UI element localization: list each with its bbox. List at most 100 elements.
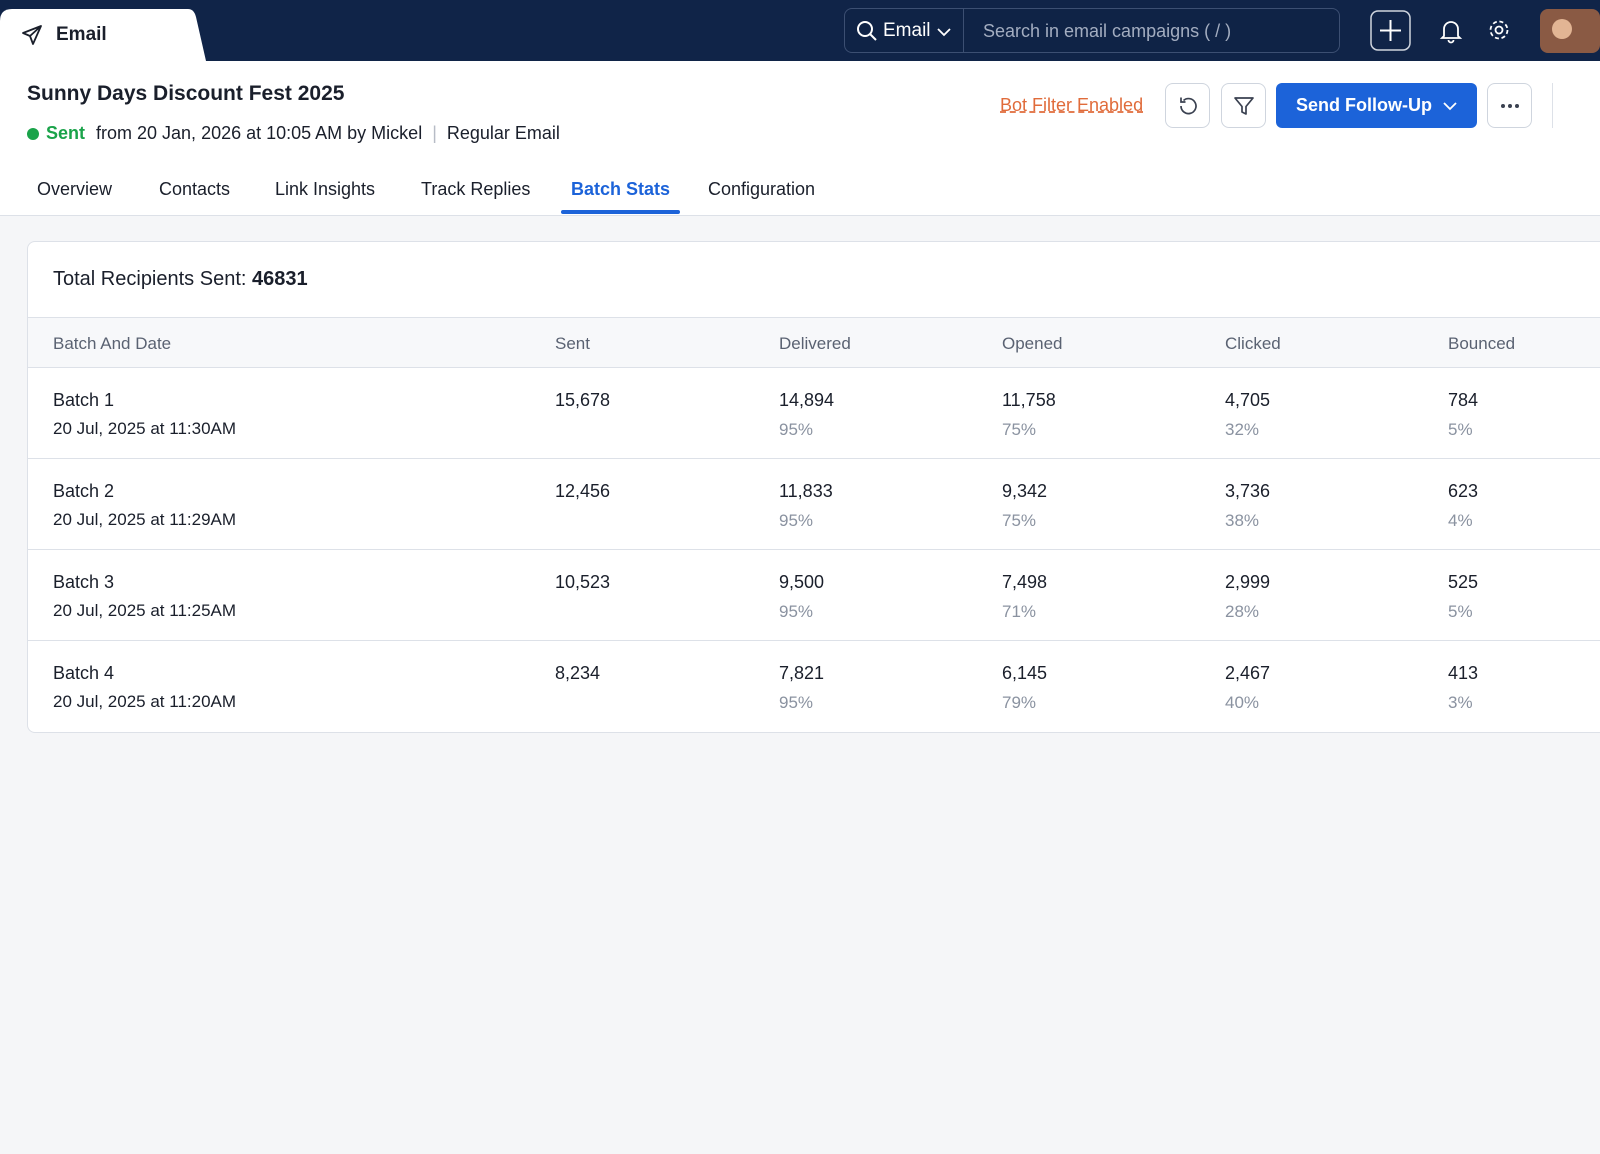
batch-name: Batch 4	[53, 663, 115, 683]
status-dot	[27, 127, 39, 140]
column-header: Bounced	[1448, 334, 1516, 353]
delivered-count: 14,894	[779, 390, 835, 410]
search-icon	[857, 21, 877, 41]
column-header: Clicked	[1225, 334, 1281, 353]
bell-icon[interactable]	[1439, 18, 1463, 44]
table-row: Batch 1 20 Jul, 2025 at 11:30AM 15,678 14,8…	[28, 368, 1600, 459]
clicked-count: 2,999	[1225, 572, 1271, 592]
sent-count: 15,678	[555, 390, 611, 410]
opened-count: 6,145	[1002, 663, 1048, 683]
follow-up-button[interactable]: Send Follow-Up	[1276, 83, 1477, 128]
more-icon	[1501, 104, 1519, 108]
clicked-rate: 28%	[1225, 602, 1260, 621]
delivered-count: 7,821	[779, 663, 825, 683]
chevron	[937, 28, 951, 37]
bounced-rate: 5%	[1448, 602, 1473, 621]
column-header: Opened	[1002, 334, 1063, 353]
column-header: Sent	[555, 334, 590, 353]
search-box[interactable]: Email Search in email campaigns ( / )	[844, 8, 1340, 53]
delivered-rate: 95%	[779, 602, 814, 621]
clicked-rate: 38%	[1225, 511, 1260, 530]
bounced-count: 623	[1448, 481, 1479, 501]
refresh-button[interactable]	[1165, 83, 1210, 128]
batch-date: 20 Jul, 2025 at 11:29AM	[53, 510, 237, 529]
refresh-icon	[1180, 97, 1197, 115]
filter-icon	[1234, 97, 1254, 115]
settings-icon[interactable]	[1487, 18, 1511, 42]
delivered-count: 11,833	[779, 481, 833, 501]
opened-rate: 71%	[1002, 602, 1037, 621]
bounced-count: 784	[1448, 390, 1479, 410]
delivered-rate: 95%	[779, 693, 814, 712]
sent-count: 8,234	[555, 663, 601, 683]
batch-date: 20 Jul, 2025 at 11:20AM	[53, 692, 237, 711]
delivered-rate: 95%	[779, 511, 814, 530]
add-button[interactable]	[1370, 10, 1411, 51]
bounced-count: 525	[1448, 572, 1479, 592]
separator: |	[432, 123, 437, 143]
avatar[interactable]	[1540, 9, 1600, 53]
total-recipients: Total Recipients Sent: 46831	[53, 268, 308, 291]
tab-label: Email	[56, 24, 107, 45]
total-label: Total Recipients Sent:	[53, 268, 247, 290]
tab[interactable]: Link Insights	[275, 179, 376, 199]
campaign-meta: Sent from 20 Jan, 2026 at 10:05 AM by Mi…	[27, 123, 560, 144]
batch-name: Batch 2	[53, 481, 115, 501]
divider	[1552, 83, 1553, 128]
campaign-title: Sunny Days Discount Fest 2025	[27, 82, 345, 105]
opened-rate: 75%	[1002, 511, 1037, 530]
sent-count: 12,456	[555, 481, 611, 501]
bounced-rate: 3%	[1448, 693, 1473, 712]
bot-filter-link[interactable]: Bot Filter Enabled	[1000, 95, 1144, 115]
opened-count: 7,498	[1002, 572, 1048, 592]
search-placeholder: Search in email campaigns ( / )	[983, 21, 1232, 41]
search-scope[interactable]: Email	[883, 20, 931, 41]
tab[interactable]: Overview	[37, 179, 113, 199]
batch-name: Batch 3	[53, 572, 115, 592]
table-row: Batch 4 20 Jul, 2025 at 11:20AM 8,234 7,821…	[28, 641, 1600, 732]
filter-button[interactable]	[1221, 83, 1266, 128]
email-type: Regular Email	[446, 123, 560, 143]
bounced-count: 413	[1448, 663, 1479, 683]
table-row: Batch 2 20 Jul, 2025 at 11:29AM 12,456 11,8…	[28, 459, 1600, 550]
clicked-count: 2,467	[1225, 663, 1271, 683]
table-row: Batch 3 20 Jul, 2025 at 11:25AM 10,523 9,50…	[28, 550, 1600, 641]
clicked-rate: 32%	[1225, 420, 1260, 439]
sent-count: 10,523	[555, 572, 611, 592]
chevron	[1443, 102, 1457, 111]
top-bar: Email Email Search in email campaigns ( …	[0, 0, 1600, 61]
table-header: Batch And Date Sent Delivered Opened Clicked…	[28, 317, 1600, 368]
opened-count: 9,342	[1002, 481, 1048, 501]
clicked-rate: 40%	[1225, 693, 1260, 712]
clicked-count: 3,736	[1225, 481, 1271, 501]
more-button[interactable]	[1487, 83, 1532, 128]
bounced-rate: 5%	[1448, 420, 1473, 439]
tab[interactable]: Configuration	[708, 179, 816, 199]
batch-name: Batch 1	[53, 390, 115, 410]
button-label: Send Follow-Up	[1296, 95, 1432, 115]
total-value: 46831	[252, 268, 308, 290]
column-header: Delivered	[779, 334, 851, 353]
app-tab[interactable]: Email	[0, 9, 206, 61]
campaign-header: Sunny Days Discount Fest 2025 Sent from …	[0, 61, 1600, 216]
status: Sent	[46, 123, 86, 143]
delivered-rate: 95%	[779, 420, 814, 439]
batch-stats-card: Total Recipients Sent: 46831 Batch And D…	[27, 241, 1600, 733]
bounced-rate: 4%	[1448, 511, 1473, 530]
sent-info: from 20 Jan, 2026 at 10:05 AM by Mickel	[96, 123, 423, 143]
batch-date: 20 Jul, 2025 at 11:25AM	[53, 601, 237, 620]
delivered-count: 9,500	[779, 572, 825, 592]
send-icon	[22, 25, 42, 45]
tab[interactable]: Batch Stats	[571, 179, 671, 199]
tab-shape	[0, 9, 206, 61]
tab[interactable]: Contacts	[159, 179, 231, 199]
opened-count: 11,758	[1002, 390, 1056, 410]
column-header: Batch And Date	[53, 334, 172, 353]
clicked-count: 4,705	[1225, 390, 1271, 410]
batch-date: 20 Jul, 2025 at 11:30AM	[53, 419, 237, 438]
opened-rate: 75%	[1002, 420, 1037, 439]
tab[interactable]: Track Replies	[421, 179, 531, 199]
opened-rate: 79%	[1002, 693, 1037, 712]
